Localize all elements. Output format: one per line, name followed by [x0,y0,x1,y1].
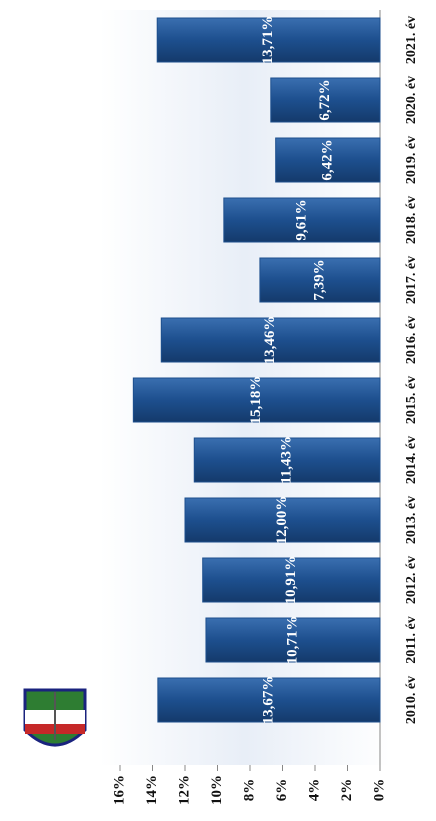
x-tick-label: 2010. év [404,676,419,724]
x-tick-label: 2015. év [404,376,419,424]
value-label: 10,91% [283,556,299,605]
y-tick-label: 12% [176,775,192,805]
y-tick-label: 4% [306,779,322,802]
value-label: 9,61% [293,199,309,240]
value-label: 12,00% [274,496,290,545]
x-tick-label: 2014. év [404,436,419,484]
x-tick-label: 2018. év [404,196,419,244]
value-label: 6,42% [319,139,335,180]
bar [223,197,381,243]
value-label: 10,71% [284,616,300,665]
x-tick-label: 2013. év [404,496,419,544]
bar [275,137,381,183]
x-tick-label: 2019. év [404,136,419,184]
y-tick-label: 8% [241,779,257,802]
bar [259,257,381,303]
bar [205,617,381,663]
logo [23,688,87,747]
value-label: 6,72% [317,79,333,120]
bar [270,77,381,123]
bar [202,557,381,603]
y-tick-label: 16% [111,775,127,805]
bar [132,377,381,423]
value-label: 13,46% [262,316,278,365]
bar [193,437,381,483]
bar [157,677,381,723]
bar [184,497,381,543]
x-tick-label: 2020. év [404,76,419,124]
x-tick-label: 2016. év [404,316,419,364]
y-tick-label: 14% [144,775,160,805]
y-tick-label: 6% [274,779,290,802]
value-label: 7,39% [311,259,327,300]
y-tick-label: 0% [371,779,387,802]
value-label: 11,43% [279,436,295,484]
x-tick-label: 2017. év [404,256,419,304]
x-tick-label: 2012. év [404,556,419,604]
bar [156,17,381,63]
value-label: 13,71% [260,16,276,65]
x-tick-label: 2011. év [404,616,419,663]
y-tick-label: 2% [339,779,355,802]
value-label: 13,67% [260,676,276,725]
x-tick-label: 2021. év [404,16,419,64]
value-label: 15,18% [248,376,264,425]
bar [160,317,381,363]
y-tick-label: 10% [209,775,225,805]
